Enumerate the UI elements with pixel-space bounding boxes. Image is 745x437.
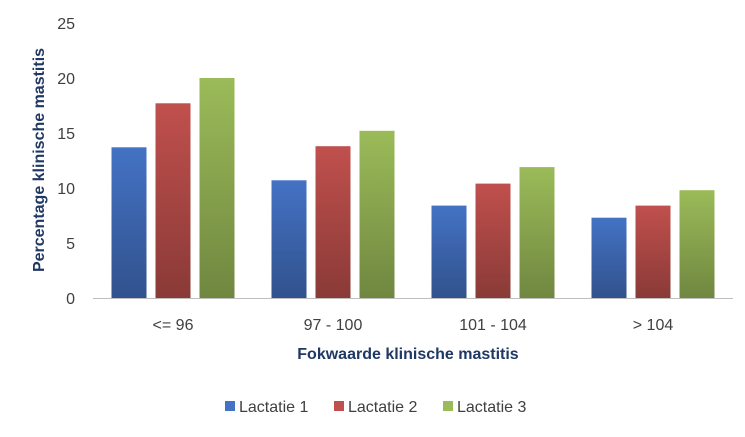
y-tick-label: 10 xyxy=(57,181,75,198)
bar xyxy=(199,78,235,298)
x-tick-label: 97 - 100 xyxy=(304,317,363,334)
y-tick-label: 20 xyxy=(57,71,75,88)
y-tick-label: 0 xyxy=(66,291,75,308)
bar xyxy=(271,180,307,298)
y-tick-label: 25 xyxy=(57,16,75,33)
x-axis-ticks: <= 96 97 - 100 101 - 104 > 104 xyxy=(153,317,674,334)
legend-label: Lactatie 1 xyxy=(239,399,308,416)
legend: Lactatie 1 Lactatie 2 Lactatie 3 xyxy=(225,399,526,416)
bar xyxy=(679,190,715,298)
y-axis-ticks: 0 5 10 15 20 25 xyxy=(57,16,75,308)
legend-swatch xyxy=(334,401,344,411)
bar xyxy=(431,205,467,298)
legend-swatch xyxy=(443,401,453,411)
bar xyxy=(111,147,147,298)
bar xyxy=(155,103,191,298)
legend-label: Lactatie 2 xyxy=(348,399,417,416)
legend-label: Lactatie 3 xyxy=(457,399,526,416)
bar xyxy=(635,205,671,298)
bar xyxy=(591,217,627,298)
bar xyxy=(519,167,555,298)
x-tick-label: <= 96 xyxy=(153,317,194,334)
bar xyxy=(475,183,511,298)
bar xyxy=(359,130,395,298)
x-tick-label: 101 - 104 xyxy=(459,317,527,334)
y-axis-title: Percentage klinische mastitis xyxy=(31,48,48,272)
x-tick-label: > 104 xyxy=(633,317,674,334)
y-tick-label: 15 xyxy=(57,126,75,143)
bars xyxy=(111,78,715,298)
y-tick-label: 5 xyxy=(66,236,75,253)
legend-swatch xyxy=(225,401,235,411)
x-axis-title: Fokwaarde klinische mastitis xyxy=(297,346,519,363)
bar xyxy=(315,146,351,298)
